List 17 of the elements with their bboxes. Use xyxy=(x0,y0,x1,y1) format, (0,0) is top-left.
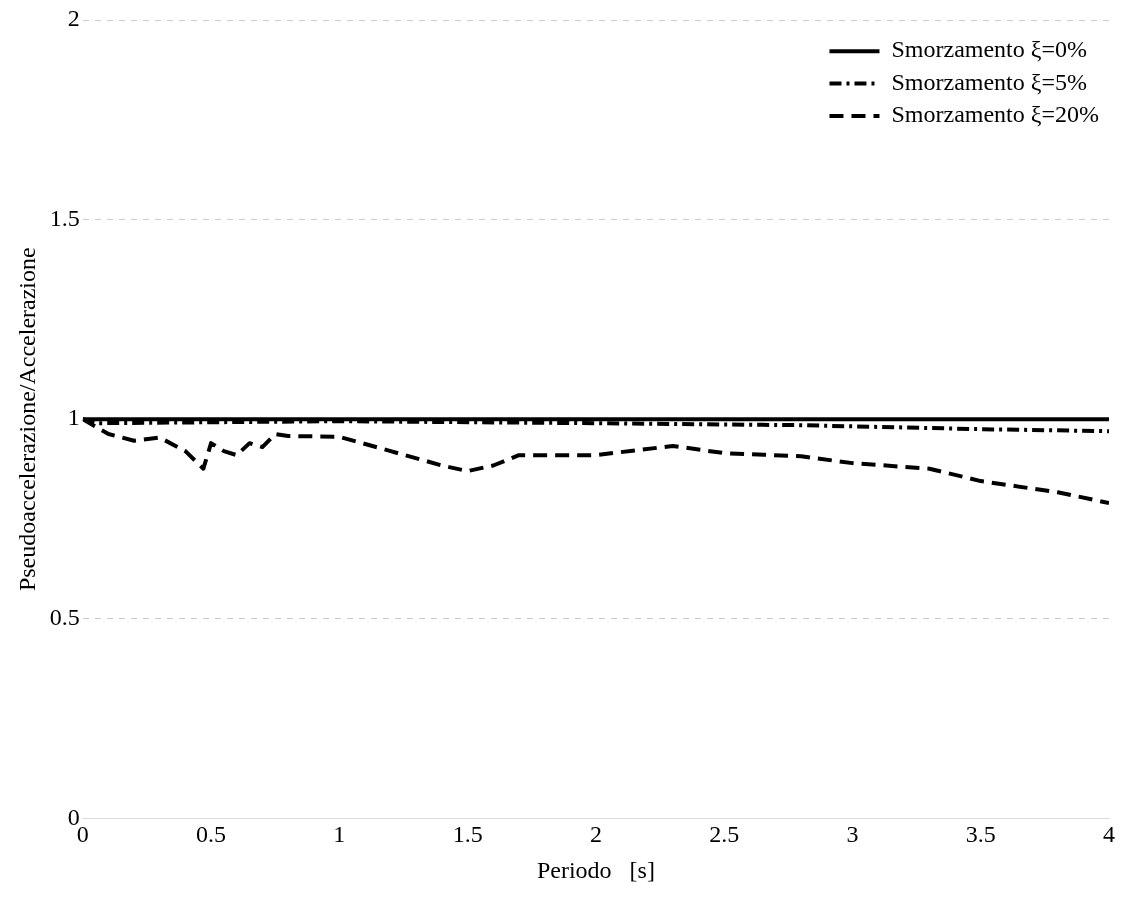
y-tick-label: 1 xyxy=(67,404,80,431)
x-tick-label: 3.5 xyxy=(965,821,996,848)
legend-label: Smorzamento ξ=20% xyxy=(891,101,1100,128)
x-tick-label: 1.5 xyxy=(452,821,483,848)
y-axis-title: Pseudoaccelerazione/Accelerazione xyxy=(13,247,40,592)
x-tick-label: 0.5 xyxy=(196,821,227,848)
x-tick-label: 2 xyxy=(589,821,602,848)
x-axis-title: Periodo [s] xyxy=(536,856,655,883)
y-tick-label: 2 xyxy=(67,5,80,32)
y-tick-label: 0.5 xyxy=(49,604,80,631)
x-tick-label: 4 xyxy=(1103,821,1115,848)
y-tick-label: 1.5 xyxy=(49,204,80,231)
legend-label: Smorzamento ξ=5% xyxy=(891,68,1088,95)
x-tick-label: 1 xyxy=(333,821,346,848)
x-tick-label: 2.5 xyxy=(709,821,740,848)
legend-label: Smorzamento ξ=0% xyxy=(891,36,1088,63)
x-tick-label: 3 xyxy=(846,821,859,848)
